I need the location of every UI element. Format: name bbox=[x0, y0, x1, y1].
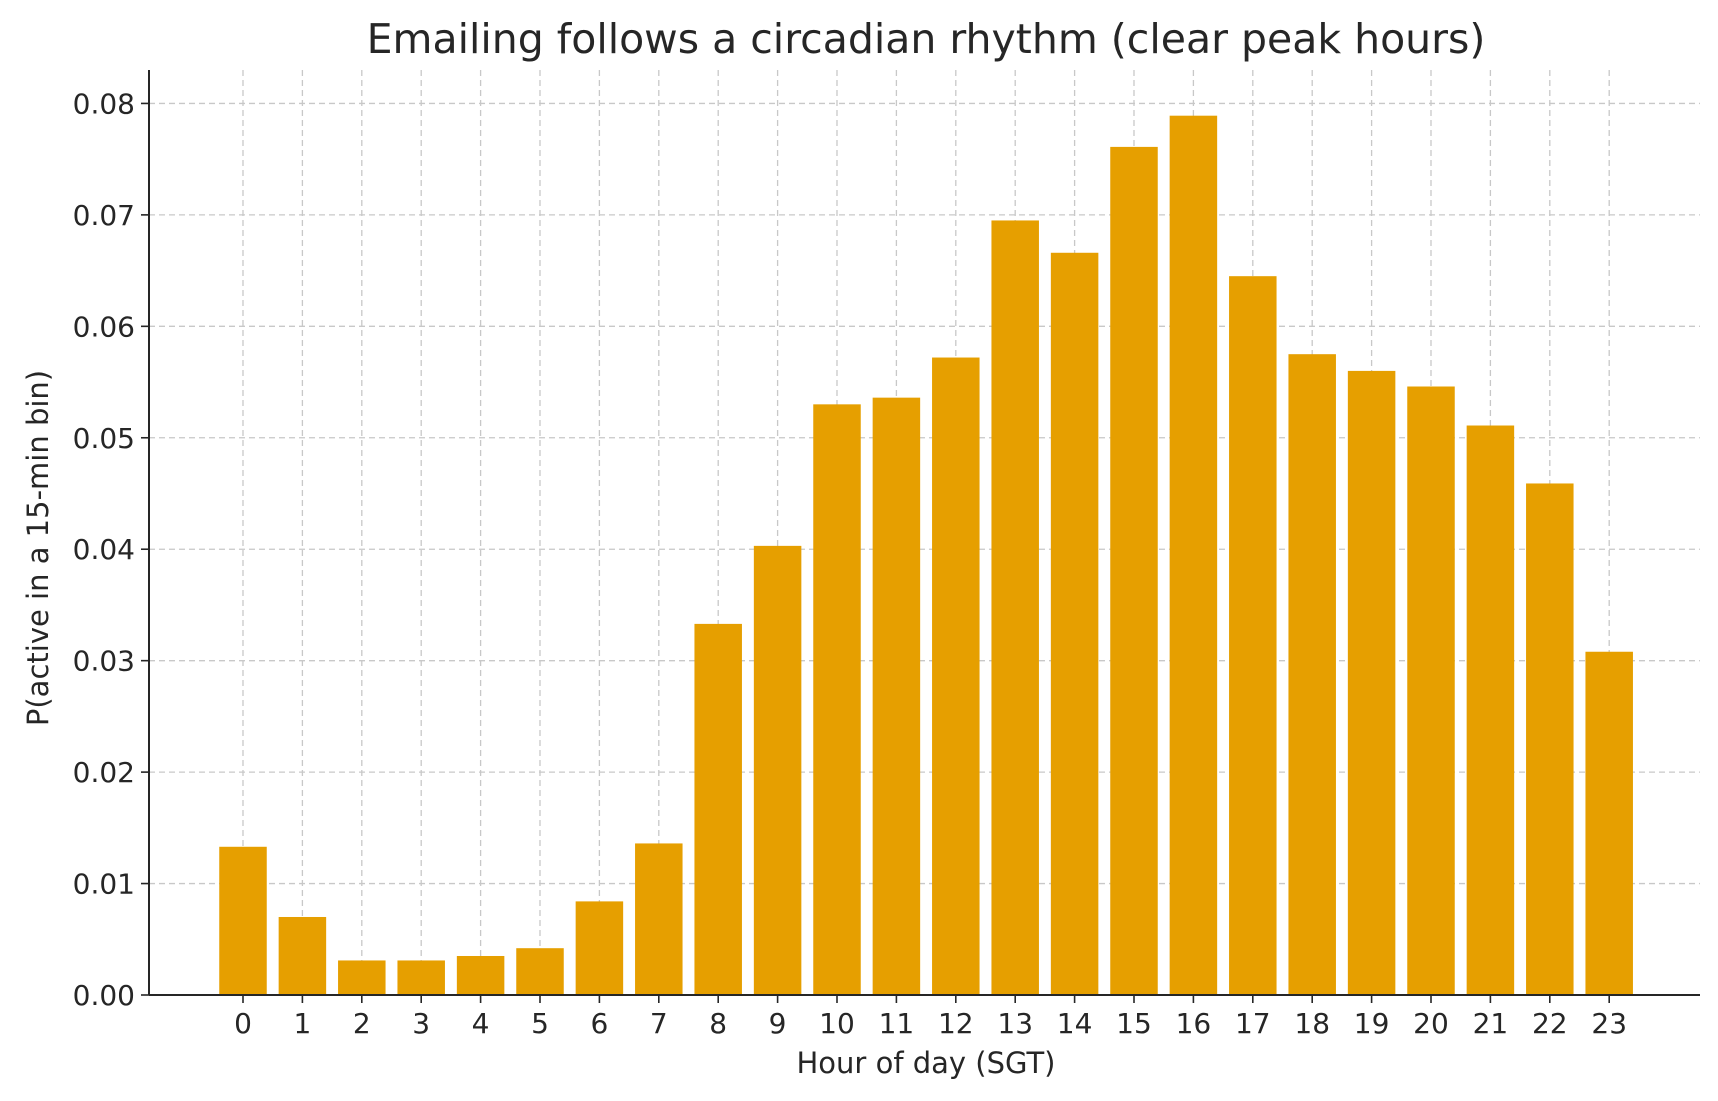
bar-hour-16 bbox=[1169, 115, 1218, 996]
bar-hour-19 bbox=[1347, 370, 1396, 995]
bar-hour-10 bbox=[813, 404, 861, 995]
bar-hour-3 bbox=[397, 960, 445, 995]
x-axis-ticks: 0 1 2 3 4 5 6 7 8 9 10 11 12 13 14 15 16 17 18 19 20 21 22 23 bbox=[234, 995, 1627, 1040]
bar-hour-4 bbox=[456, 955, 505, 995]
x-tick-label: 18 bbox=[1294, 1007, 1330, 1040]
x-tick-label: 15 bbox=[1116, 1007, 1152, 1040]
x-tick-label: 2 bbox=[353, 1007, 371, 1040]
bar-hour-9 bbox=[753, 545, 802, 995]
x-tick-label: 23 bbox=[1591, 1007, 1627, 1040]
chart-title: Emailing follows a circadian rhythm (cle… bbox=[367, 15, 1486, 63]
x-tick-label: 20 bbox=[1413, 1007, 1449, 1040]
x-tick-label: 4 bbox=[472, 1007, 490, 1040]
x-tick-label: 12 bbox=[938, 1007, 974, 1040]
x-tick-label: 0 bbox=[234, 1007, 252, 1040]
y-axis-ticks: 0.00 0.01 0.02 0.03 0.04 0.05 0.06 0.07 0.08 bbox=[73, 87, 149, 1012]
bar-hour-21 bbox=[1466, 425, 1515, 995]
bar-hour-12 bbox=[932, 357, 980, 995]
bar-hour-6 bbox=[575, 901, 624, 995]
x-tick-label: 14 bbox=[1057, 1007, 1093, 1040]
x-tick-label: 10 bbox=[819, 1007, 855, 1040]
bar-hour-18 bbox=[1288, 354, 1336, 995]
axes bbox=[148, 70, 1700, 996]
y-tick-label: 0.00 bbox=[73, 979, 135, 1012]
x-tick-label: 17 bbox=[1235, 1007, 1271, 1040]
y-tick-label: 0.08 bbox=[73, 87, 135, 120]
x-tick-label: 11 bbox=[879, 1007, 915, 1040]
x-tick-label: 22 bbox=[1532, 1007, 1568, 1040]
bar-hour-17 bbox=[1229, 276, 1277, 996]
y-tick-label: 0.04 bbox=[73, 533, 135, 566]
x-tick-label: 19 bbox=[1354, 1007, 1390, 1040]
x-tick-label: 16 bbox=[1176, 1007, 1212, 1040]
bar-hour-0 bbox=[219, 846, 267, 995]
x-tick-label: 21 bbox=[1473, 1007, 1509, 1040]
x-tick-label: 7 bbox=[650, 1007, 668, 1040]
y-tick-label: 0.06 bbox=[73, 310, 135, 343]
x-tick-label: 6 bbox=[590, 1007, 608, 1040]
x-tick-label: 9 bbox=[769, 1007, 787, 1040]
bar-hour-11 bbox=[872, 397, 921, 995]
x-tick-label: 13 bbox=[997, 1007, 1033, 1040]
bars bbox=[219, 115, 1633, 996]
bar-hour-8 bbox=[694, 623, 742, 995]
bar-hour-1 bbox=[278, 916, 327, 995]
bar-hour-13 bbox=[991, 220, 1039, 996]
y-tick-label: 0.02 bbox=[73, 756, 135, 789]
y-axis-label: P(active in a 15-min bin) bbox=[21, 370, 55, 726]
bar-hour-2 bbox=[338, 960, 386, 995]
y-tick-label: 0.07 bbox=[73, 199, 135, 232]
x-tick-label: 5 bbox=[531, 1007, 549, 1040]
bar-hour-7 bbox=[635, 843, 683, 995]
bar-hour-23 bbox=[1585, 651, 1633, 995]
x-tick-label: 1 bbox=[293, 1007, 311, 1040]
bar-hour-5 bbox=[516, 948, 564, 995]
bar-hour-15 bbox=[1110, 146, 1158, 995]
bar-hour-14 bbox=[1050, 252, 1099, 995]
x-tick-label: 8 bbox=[709, 1007, 727, 1040]
x-axis-label: Hour of day (SGT) bbox=[797, 1046, 1056, 1080]
bar-hour-22 bbox=[1526, 483, 1574, 995]
x-tick-label: 3 bbox=[412, 1007, 430, 1040]
y-tick-label: 0.03 bbox=[73, 645, 135, 678]
y-tick-label: 0.05 bbox=[73, 422, 135, 455]
y-tick-label: 0.01 bbox=[73, 868, 135, 901]
bar-hour-20 bbox=[1407, 386, 1455, 996]
